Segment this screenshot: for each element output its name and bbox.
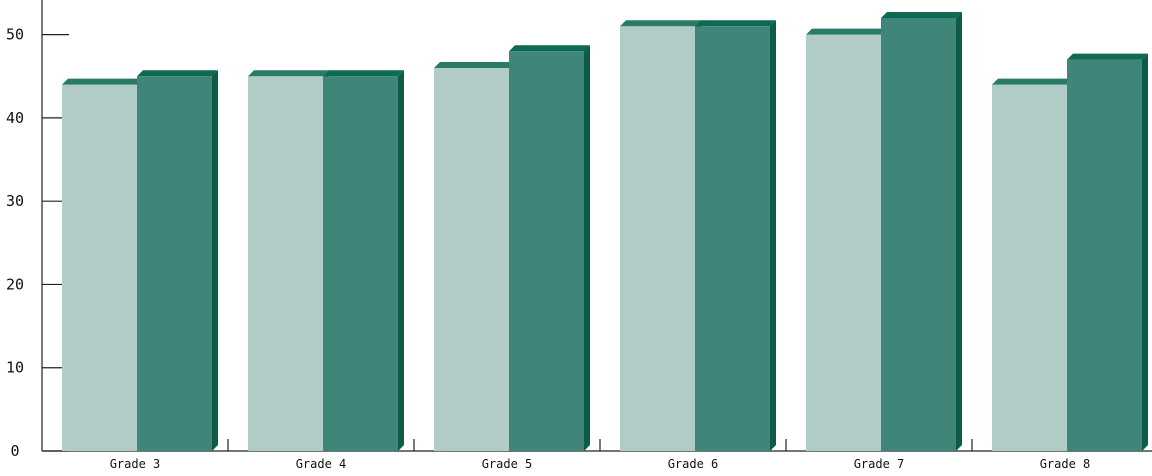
bar-side: [212, 70, 218, 451]
labels: 0 10 20 30 40 50 Grade 3 Grade 4 Grade 5 Grade 6 G…: [6, 26, 1090, 471]
bar-top: [323, 70, 404, 77]
bar-front: [323, 76, 398, 451]
bar: [434, 61, 515, 451]
x-category-label: Grade 3: [110, 457, 161, 471]
bars: [62, 11, 1148, 452]
bar-front: [137, 76, 212, 451]
bar-front: [620, 26, 695, 452]
bar-front: [62, 84, 137, 451]
bar: [62, 78, 143, 451]
bar: [806, 28, 887, 452]
bar: [509, 45, 590, 452]
x-category-label: Grade 7: [854, 457, 905, 471]
bar: [323, 70, 404, 451]
bar: [248, 70, 329, 451]
bar-top: [992, 78, 1073, 85]
x-category-label: Grade 4: [296, 457, 347, 471]
y-tick-label: 0: [10, 442, 19, 460]
y-tick-label: 10: [6, 359, 24, 377]
bar: [137, 70, 218, 451]
bar-front: [434, 67, 509, 451]
bar-top: [137, 70, 218, 77]
bar-front: [248, 76, 323, 451]
bar-top: [620, 20, 701, 27]
bar-side: [398, 70, 404, 451]
x-category-label: Grade 6: [668, 457, 719, 471]
bar-front: [881, 17, 956, 452]
bar-front: [695, 26, 770, 452]
bar-front: [806, 34, 881, 452]
y-tick-label: 50: [6, 26, 24, 44]
bar-front: [1067, 59, 1142, 451]
bar-top: [248, 70, 329, 77]
bar-top: [695, 20, 776, 27]
bar-front: [992, 84, 1067, 451]
bar-side: [770, 20, 776, 452]
bar-side: [1142, 53, 1148, 451]
bar-top: [806, 28, 887, 35]
bar-top: [509, 45, 590, 52]
x-category-label: Grade 8: [1040, 457, 1091, 471]
bar: [695, 20, 776, 452]
axes: [41, 0, 1152, 452]
bar-top: [62, 78, 143, 85]
bar: [992, 78, 1073, 451]
bar-side: [584, 45, 590, 452]
y-tick-label: 20: [6, 275, 24, 293]
bar-top: [434, 61, 515, 68]
bar: [881, 11, 962, 452]
y-tick-label: 30: [6, 192, 24, 210]
bar-front: [509, 51, 584, 452]
bar: [1067, 53, 1148, 451]
y-tick-label: 40: [6, 109, 24, 127]
bar-side: [956, 11, 962, 452]
bar-top: [1067, 53, 1148, 60]
x-category-label: Grade 5: [482, 457, 533, 471]
bar-top: [881, 11, 962, 18]
bar: [620, 20, 701, 452]
